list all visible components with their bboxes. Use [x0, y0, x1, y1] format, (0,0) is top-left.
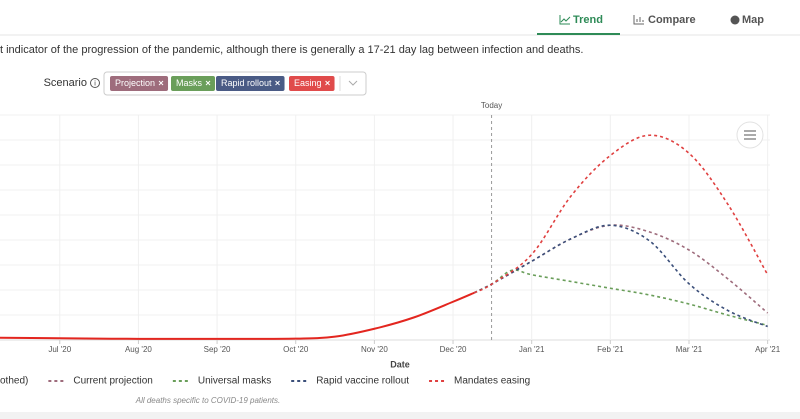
chips: Projection Masks Rapid rollout Easing	[110, 76, 335, 91]
chip-label: Masks	[176, 78, 203, 88]
chip[interactable]	[171, 76, 216, 91]
x-tick-label: Nov '20	[361, 345, 388, 354]
series-line	[0, 291, 475, 340]
chart-settings-button[interactable]	[736, 121, 764, 149]
x-tick-label: Sep '20	[204, 345, 231, 354]
x-tick-label: Jul '20	[48, 345, 71, 354]
legend-label: Rapid vaccine rollout	[316, 376, 409, 387]
chip-label: Rapid rollout	[221, 78, 272, 88]
dropdown-chevron[interactable]	[348, 80, 358, 86]
map-icon	[730, 15, 740, 25]
legend-label: Current projection	[73, 376, 152, 387]
description: t indicator of the progression of the pa…	[0, 44, 583, 56]
tab-trend[interactable]: Trend	[559, 14, 603, 26]
footnote: All deaths specific to COVID-19 patients…	[135, 396, 281, 405]
chip-remove[interactable]	[205, 80, 211, 86]
chip[interactable]	[110, 76, 169, 91]
plot	[0, 114, 770, 341]
x-tick-label: Feb '21	[597, 345, 624, 354]
settings-icon	[744, 130, 756, 140]
tab-compare[interactable]: Compare	[633, 14, 696, 26]
chip-remove[interactable]	[275, 80, 280, 86]
series-line	[473, 134, 769, 294]
trend-icon	[559, 15, 571, 25]
x-tick-label: Apr '21	[755, 345, 781, 354]
chip-remove[interactable]	[325, 80, 330, 86]
series-line	[473, 269, 768, 327]
x-tick-label: Oct '20	[283, 345, 309, 354]
legend-label: Universal masks	[198, 376, 271, 387]
tab-label[interactable]: Map	[742, 14, 764, 26]
scenario-label: Scenario	[44, 77, 87, 89]
legend: othed) Current projection Universal masks R…	[0, 376, 530, 387]
today-label: Today	[481, 101, 502, 110]
x-tick-label: Aug '20	[125, 345, 152, 354]
info-icon-glyph: i	[94, 80, 96, 87]
x-tick-label: Jan '21	[519, 345, 545, 354]
x-tick-label: Mar '21	[676, 345, 703, 354]
chip-remove[interactable]	[158, 80, 164, 86]
tab-map[interactable]: Map	[730, 14, 765, 26]
legend-label: Mandates easing	[454, 376, 530, 387]
chip[interactable]	[216, 76, 285, 91]
tab-label[interactable]: Trend	[573, 14, 603, 26]
chip-label: Easing	[294, 78, 322, 88]
compare-icon	[633, 15, 644, 25]
chip[interactable]	[289, 76, 335, 91]
x-axis-title: Date	[390, 359, 410, 369]
legend-label: othed)	[0, 376, 28, 387]
x-tick-label: Dec '20	[440, 345, 467, 354]
tab-label[interactable]: Compare	[648, 14, 696, 26]
bottom-bar	[0, 412, 800, 419]
info-icon[interactable]	[90, 78, 100, 88]
chip-label: Projection	[115, 78, 155, 88]
